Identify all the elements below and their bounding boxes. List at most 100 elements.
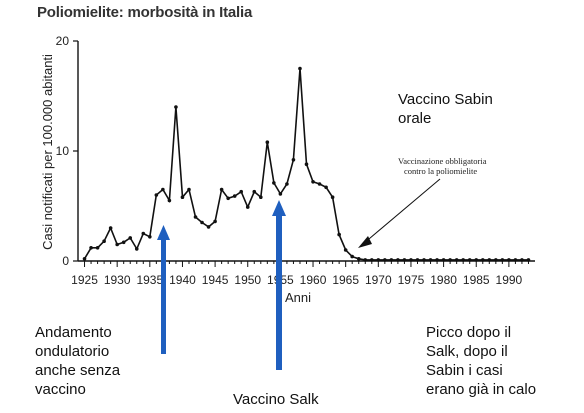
data-point: [285, 182, 289, 186]
data-point: [193, 215, 198, 219]
data-point: [291, 158, 296, 162]
data-point: [330, 195, 335, 199]
note-right-line3: Sabin i casi: [426, 362, 503, 379]
x-tick-label: 1925: [71, 273, 98, 287]
data-point: [245, 205, 250, 209]
y-ticks: 0 10 20: [56, 34, 78, 268]
data-point: [389, 258, 394, 262]
data-point: [82, 257, 87, 261]
note-right-line2: Salk, dopo il: [426, 343, 508, 360]
x-tick-label: 1930: [104, 273, 131, 287]
data-point: [265, 140, 270, 144]
data-point: [161, 187, 165, 192]
data-point: [115, 242, 119, 247]
x-axis-label: Anni: [285, 290, 311, 305]
annotation-line-2: contro la poliomielite: [404, 166, 477, 176]
data-point: [435, 258, 439, 262]
data-point: [272, 181, 276, 185]
data-point: [422, 258, 426, 262]
data-point: [409, 258, 413, 262]
note-left-line2: ondulatorio: [35, 343, 110, 360]
data-point: [89, 246, 93, 250]
data-point: [128, 236, 133, 240]
arrow-head-1938: [157, 225, 170, 240]
x-tick-label: 1960: [300, 273, 327, 287]
data-point: [200, 220, 204, 225]
data-point: [141, 231, 146, 236]
data-point: [174, 105, 178, 109]
arrow-head-salk: [272, 200, 286, 216]
x-tick-label: 1985: [463, 273, 490, 287]
arrow-1938: [157, 225, 170, 354]
x-tick-label: 1975: [398, 273, 425, 287]
data-point: [219, 187, 224, 192]
data-point: [102, 239, 106, 243]
arrow-salk: [272, 200, 286, 370]
data-point: [317, 182, 322, 186]
data-point: [324, 185, 328, 190]
data-point: [180, 195, 185, 199]
data-point: [154, 193, 159, 197]
data-point: [167, 198, 172, 203]
x-ticks: 1925193019351940194519501955196019651970…: [71, 261, 529, 287]
data-point: [304, 162, 309, 166]
chart-title: Poliomielite: morbosità in Italia: [37, 4, 253, 21]
note-left-line4: vaccino: [35, 381, 86, 398]
x-tick-label: 1945: [202, 273, 229, 287]
data-point: [480, 258, 485, 262]
note-right: Picco dopo il Salk, dopo il Sabin i casi…: [426, 323, 536, 399]
data-point: [454, 258, 459, 262]
x-tick-label: 1940: [169, 273, 196, 287]
data-point: [259, 195, 263, 199]
data-point: [461, 258, 465, 262]
note-salk: Vaccino Salk: [233, 390, 319, 409]
data-point: [343, 248, 348, 252]
data-point: [376, 258, 381, 262]
data-point: [415, 258, 420, 262]
data-point: [383, 258, 387, 262]
y-tick-label: 0: [62, 254, 69, 268]
data-point: [337, 232, 341, 237]
data-point: [121, 240, 126, 245]
data-point: [363, 258, 368, 262]
data-point: [500, 258, 505, 262]
data-point: [507, 258, 511, 262]
data-point: [474, 258, 479, 262]
note-sabin-line2: orale: [398, 110, 432, 127]
data-point: [428, 258, 433, 262]
data-point: [226, 196, 230, 201]
note-right-line4: erano già in calo: [426, 381, 537, 398]
data-point: [187, 187, 191, 192]
data-point: [350, 254, 355, 259]
x-tick-label: 1980: [430, 273, 457, 287]
arrow-shaft-1938: [161, 236, 166, 354]
data-point: [239, 189, 244, 194]
data-point: [278, 192, 283, 196]
data-point: [311, 180, 315, 184]
y-tick-label: 10: [56, 144, 70, 158]
data-point: [148, 235, 152, 239]
data-point: [487, 258, 492, 262]
annotation-arrow: [358, 178, 441, 248]
y-axis-label: Casi notificati per 100.000 abitanti: [40, 54, 55, 250]
x-tick-label: 1950: [234, 273, 261, 287]
axes: [77, 41, 535, 262]
annotation-line-1: Vaccinazione obbligatoria: [398, 156, 487, 166]
data-point: [298, 66, 302, 71]
data-point: [494, 258, 498, 262]
data-point: [448, 258, 452, 262]
x-tick-label: 1935: [136, 273, 163, 287]
series-points: [82, 66, 531, 262]
data-point: [356, 257, 361, 261]
note-right-line1: Picco dopo il: [426, 324, 512, 341]
x-tick-label: 1970: [365, 273, 392, 287]
data-point: [206, 225, 211, 229]
data-point: [513, 258, 518, 262]
data-point: [232, 194, 237, 198]
data-point: [520, 258, 524, 262]
data-point: [213, 219, 217, 224]
data-point: [108, 226, 113, 230]
note-left: Andamento ondulatorio anche senza vaccin…: [35, 323, 120, 399]
data-point: [369, 258, 374, 262]
